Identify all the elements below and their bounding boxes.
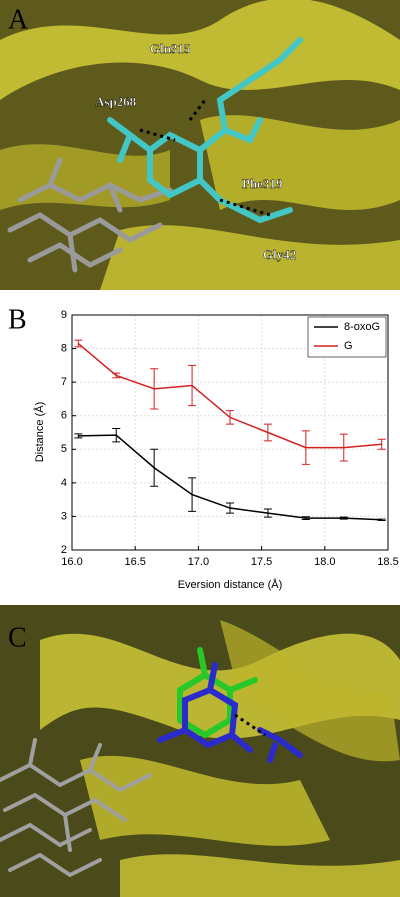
- error-bar: [188, 364, 197, 407]
- panel-label: A: [8, 4, 29, 35]
- error-bar: [377, 438, 386, 450]
- error-bar: [301, 516, 310, 520]
- error-bar: [339, 433, 348, 462]
- legend-box: [307, 316, 387, 358]
- x-tick-label: 18.5: [377, 556, 398, 568]
- residue-label: Gln315: [150, 41, 191, 56]
- error-bar: [74, 339, 83, 348]
- error-bar: [112, 427, 121, 443]
- panel-b-chart: B Distance (Å) Eversion distance (Å) 2 3 4…: [8, 304, 399, 590]
- y-tick-label: 9: [61, 309, 67, 321]
- x-tick-label: 16.5: [124, 556, 145, 568]
- error-bar: [263, 508, 272, 518]
- y-tick-label: 5: [61, 443, 67, 455]
- x-tick-label: 18.0: [314, 556, 335, 568]
- panel-c-image: C: [0, 605, 400, 897]
- y-tick-label: 8: [61, 342, 67, 354]
- error-bar: [263, 423, 272, 442]
- y-tick-label: 6: [61, 410, 67, 422]
- x-tick-label: 16.0: [61, 556, 82, 568]
- error-bar: [339, 516, 348, 520]
- y-tick-label: 3: [61, 510, 67, 522]
- error-bar: [150, 448, 159, 487]
- error-bar: [150, 368, 159, 410]
- panel-label: C: [8, 622, 27, 653]
- error-bar: [112, 372, 121, 379]
- x-axis-title: Eversion distance (Å): [178, 578, 283, 591]
- panel-a-image: A Gln315 Asp268 Phe319 Gly42: [0, 0, 400, 290]
- plot-frame: [71, 314, 389, 551]
- error-bar: [226, 502, 234, 514]
- error-bar: [188, 477, 197, 512]
- x-tick-label: 17.0: [188, 556, 209, 568]
- residue-label: Phe319: [242, 176, 283, 191]
- y-axis-title: Distance (Å): [33, 402, 46, 463]
- y-tick-label: 7: [61, 376, 67, 388]
- legend-label: G: [344, 340, 353, 352]
- error-bar: [226, 410, 234, 425]
- legend-label: 8-oxoG: [344, 321, 380, 333]
- residue-label: Asp268: [95, 94, 137, 109]
- y-tick-label: 2: [61, 544, 67, 556]
- error-bar: [74, 433, 83, 439]
- residue-label: Gly42: [263, 247, 296, 262]
- y-tick-label: 4: [61, 477, 67, 489]
- x-tick-label: 17.5: [251, 556, 272, 568]
- error-bar: [377, 518, 386, 521]
- panel-label: B: [8, 304, 27, 335]
- error-bar: [301, 430, 310, 465]
